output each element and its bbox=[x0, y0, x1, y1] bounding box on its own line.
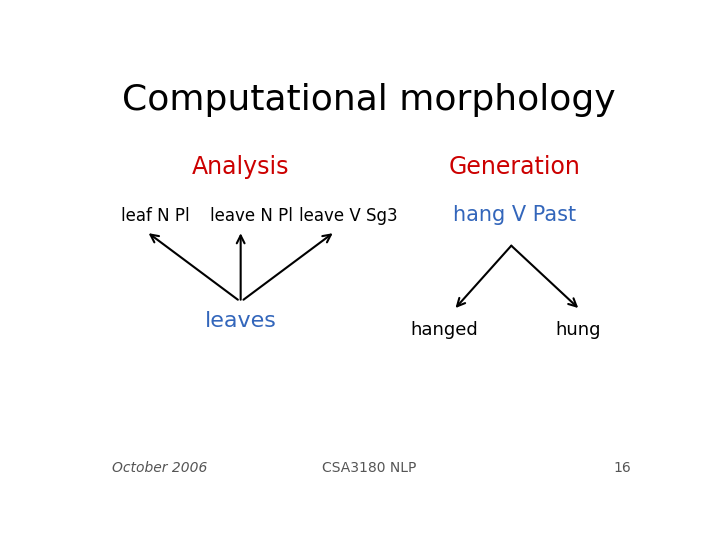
Text: hung: hung bbox=[556, 321, 601, 339]
Text: leaf N Pl: leaf N Pl bbox=[121, 207, 189, 225]
Text: leaves: leaves bbox=[204, 310, 276, 330]
Text: CSA3180 NLP: CSA3180 NLP bbox=[322, 461, 416, 475]
Text: 16: 16 bbox=[613, 461, 631, 475]
Text: leave V Sg3: leave V Sg3 bbox=[300, 207, 398, 225]
Text: Analysis: Analysis bbox=[192, 154, 289, 179]
Text: Computational morphology: Computational morphology bbox=[122, 83, 616, 117]
Text: leave N Pl: leave N Pl bbox=[210, 207, 293, 225]
Text: hanged: hanged bbox=[410, 321, 478, 339]
Text: hang V Past: hang V Past bbox=[452, 205, 576, 225]
Text: October 2006: October 2006 bbox=[112, 461, 207, 475]
Text: Generation: Generation bbox=[448, 154, 580, 179]
